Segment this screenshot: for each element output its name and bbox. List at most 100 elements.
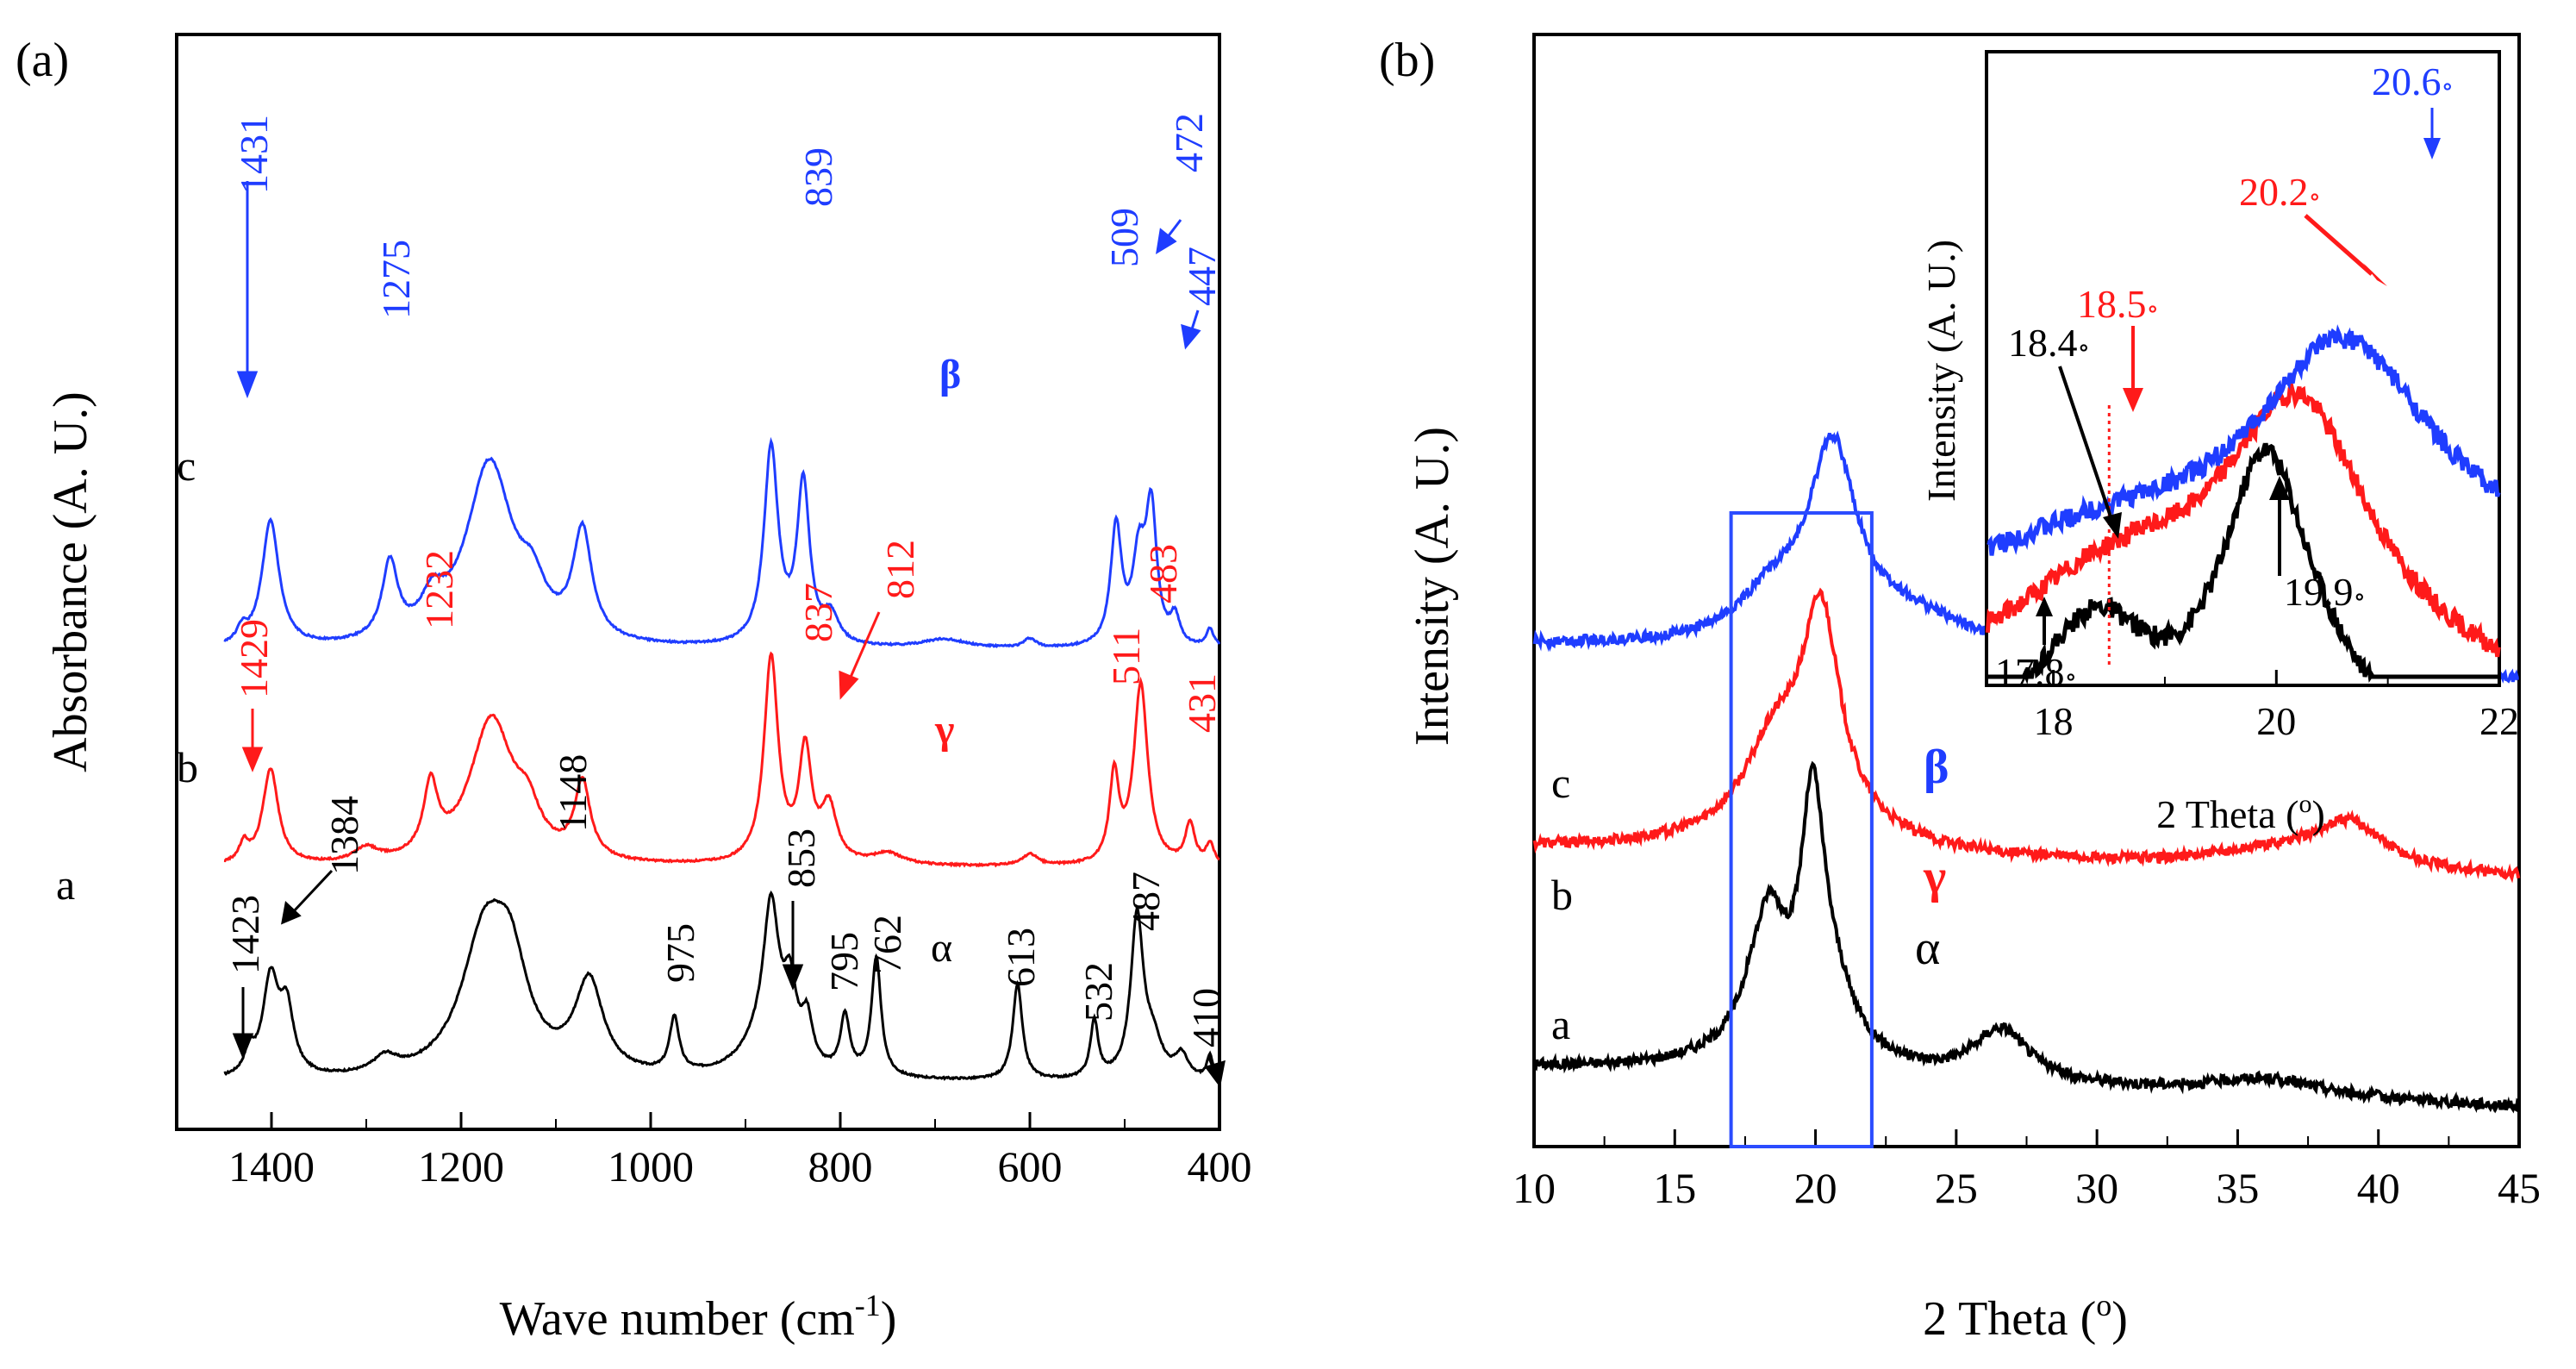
xrd-x-tick-label: 45 [2498, 1164, 2541, 1212]
inset-annot-18-5: 18.5∘ [2077, 282, 2159, 326]
inset-annot-18-4: 18.4∘ [2008, 321, 2090, 365]
arrowhead-1429 [241, 747, 264, 772]
peak-label-1148: 1148 [551, 754, 595, 832]
peak-label-613: 613 [999, 928, 1043, 987]
peak-label-1232: 1232 [417, 550, 461, 629]
xrd-chart: 10 15 20 25 30 35 40 45 c b a β γ α 2 Theta (o)… [1406, 33, 2541, 1346]
inset-arrowhead-20-2 [2363, 263, 2387, 286]
inset-series-c [1987, 324, 2501, 556]
inset-series-b [1985, 378, 2501, 658]
peak-label-483: 483 [1141, 544, 1185, 603]
ftir-x-tick-label: 1000 [608, 1142, 694, 1191]
peak-label-431: 431 [1180, 673, 1224, 733]
xrd-x-tick-label: 10 [1513, 1164, 1556, 1212]
xrd-x-ticks: 10 15 20 25 30 35 40 45 [1513, 1129, 2541, 1212]
ftir-x-ticks: 1400 1200 1000 800 600 400 [176, 1112, 1252, 1191]
ftir-x-tick-label: 600 [998, 1142, 1063, 1191]
inset-series-a [1987, 442, 2499, 685]
peak-label-1275: 1275 [374, 240, 418, 319]
peak-label-472: 472 [1167, 113, 1211, 172]
ftir-phase-gamma: γ [934, 707, 954, 753]
inset-arrows [2036, 108, 2441, 645]
peak-label-839: 839 [796, 147, 840, 207]
arrow-1384 [291, 869, 334, 914]
inset-arrowhead-17-8 [2036, 597, 2053, 616]
peak-label-410: 410 [1184, 988, 1228, 1047]
ftir-curve-c-label: c [177, 441, 196, 490]
panel-b-label: (b) [1379, 34, 1435, 87]
inset-annot-20-2: 20.2∘ [2239, 170, 2321, 214]
xrd-x-tick-label: 35 [2216, 1164, 2259, 1212]
ftir-arrows-a [232, 869, 1226, 1088]
ftir-series-c [223, 436, 1221, 648]
peak-label-447: 447 [1180, 247, 1224, 306]
arrow-812 [847, 611, 881, 682]
inset-annot-17-8: 17.8∘ [1995, 650, 2077, 694]
arrowhead-472 [1156, 228, 1177, 254]
peak-label-853: 853 [779, 828, 823, 888]
inset-arrow-20-2 [2304, 214, 2373, 276]
xrd-x-axis-label: 2 Theta (o) [1923, 1288, 2128, 1346]
ftir-phase-alpha: α [931, 925, 952, 971]
ftir-series-b [223, 651, 1220, 868]
peak-label-812: 812 [878, 540, 922, 599]
inset-arrowhead-20-6 [2423, 138, 2441, 159]
ftir-peaks-c: 1431 1275 839 509 472 447 [232, 113, 1224, 319]
arrowhead-1423 [232, 1033, 254, 1060]
peak-label-532: 532 [1076, 962, 1120, 1022]
xrd-x-tick-label: 20 [1794, 1164, 1837, 1212]
peak-label-1431: 1431 [232, 115, 276, 194]
xrd-curve-c-label: c [1551, 759, 1570, 807]
xrd-phase-gamma: γ [1923, 850, 1946, 903]
peak-label-762: 762 [865, 915, 909, 974]
ftir-curve-a-label: a [56, 860, 75, 909]
peak-label-1429: 1429 [232, 619, 276, 698]
inset-arrowhead-18-4 [2103, 512, 2122, 539]
xrd-x-tick-label: 25 [1935, 1164, 1978, 1212]
xrd-x-tick-label: 30 [2075, 1164, 2118, 1212]
ftir-x-tick-label: 1400 [228, 1142, 315, 1191]
inset-curves [1985, 324, 2501, 685]
ftir-series-a [223, 890, 1221, 1081]
peak-label-837: 837 [796, 583, 840, 642]
peak-label-1384: 1384 [322, 796, 366, 875]
panel-a-label: (a) [16, 34, 69, 87]
ftir-curve-b-label: b [177, 743, 198, 791]
xrd-series-b [1532, 587, 2521, 884]
xrd-inset: 18 20 22 Intensity (A. U.) 2 Theta (o) 20.… [1919, 50, 2519, 836]
peak-label-1423: 1423 [223, 895, 267, 974]
arrowhead-1384 [281, 901, 302, 925]
inset-y-axis-label: Intensity (A. U.) [1919, 240, 1963, 502]
xrd-x-tick-label: 40 [2357, 1164, 2400, 1212]
xrd-y-axis-label: Intensity (A. U.) [1406, 427, 1459, 746]
peak-label-509: 509 [1102, 208, 1146, 267]
inset-x-tick-label: 22 [2479, 699, 2519, 743]
ftir-plot-frame [175, 33, 1221, 1131]
xrd-phase-alpha: α [1915, 922, 1940, 975]
inset-arrowhead-18-5 [2123, 388, 2143, 412]
arrowhead-1431 [236, 371, 259, 399]
arrowhead-853 [782, 964, 804, 991]
arrowhead-812 [839, 670, 859, 700]
ftir-peaks-b: 1429 1232 837 812 511 483 431 [232, 540, 1224, 733]
inset-annot-20-6: 20.6∘ [2372, 59, 2454, 103]
peak-label-511: 511 [1104, 628, 1148, 685]
ftir-x-tick-label: 1200 [418, 1142, 504, 1191]
inset-annot-19-9: 19.9∘ [2284, 570, 2366, 614]
ftir-curves [223, 436, 1221, 1081]
ftir-y-axis-label: Absorbance (A. U.) [44, 391, 97, 772]
ftir-peaks-a: 1423 1384 1148 975 853 795 762 613 532 4… [223, 754, 1228, 1047]
inset-x-tick-label: 20 [2256, 699, 2296, 743]
ftir-arrows-c [236, 181, 1201, 399]
peak-label-795: 795 [822, 932, 866, 991]
inset-x-axis-label: 2 Theta (o) [2156, 790, 2325, 836]
ftir-arrows-b [241, 611, 881, 772]
xrd-x-tick-label: 15 [1653, 1164, 1696, 1212]
peak-label-487: 487 [1124, 872, 1168, 931]
ftir-x-tick-label: 800 [808, 1142, 873, 1191]
xrd-highlight-box [1729, 511, 1874, 1148]
ftir-phase-beta: β [939, 352, 961, 397]
ftir-x-axis-label: Wave number (cm-1) [500, 1288, 897, 1346]
ftir-x-tick-label: 400 [1188, 1142, 1252, 1191]
